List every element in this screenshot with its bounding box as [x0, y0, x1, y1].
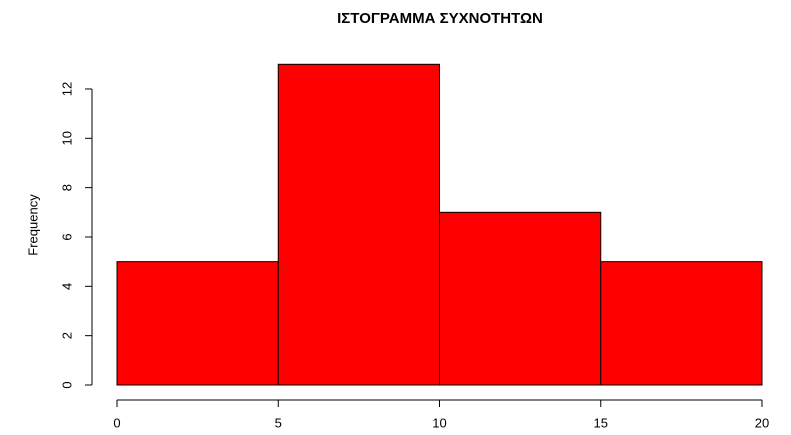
x-tick-label: 10 — [432, 415, 446, 430]
y-tick-label: 0 — [59, 381, 74, 388]
y-tick-label: 10 — [59, 131, 74, 145]
x-tick-label: 20 — [755, 415, 769, 430]
y-tick-label: 6 — [59, 233, 74, 240]
y-axis-label: Frequency — [25, 194, 40, 256]
x-tick-label: 15 — [594, 415, 608, 430]
chart-title: ΙΣΤΟΓΡΑΜΜΑ ΣΥΧΝΟΤΗΤΩΝ — [337, 10, 543, 27]
y-tick-label: 4 — [59, 283, 74, 290]
bar — [277, 63, 440, 386]
y-tick-label: 8 — [59, 184, 74, 191]
bar — [600, 261, 763, 386]
y-tick-label: 2 — [59, 332, 74, 339]
x-tick-label: 5 — [275, 415, 282, 430]
bar — [116, 261, 279, 386]
x-tick-label: 0 — [113, 415, 120, 430]
bar — [439, 211, 602, 386]
y-tick-label: 12 — [59, 82, 74, 96]
